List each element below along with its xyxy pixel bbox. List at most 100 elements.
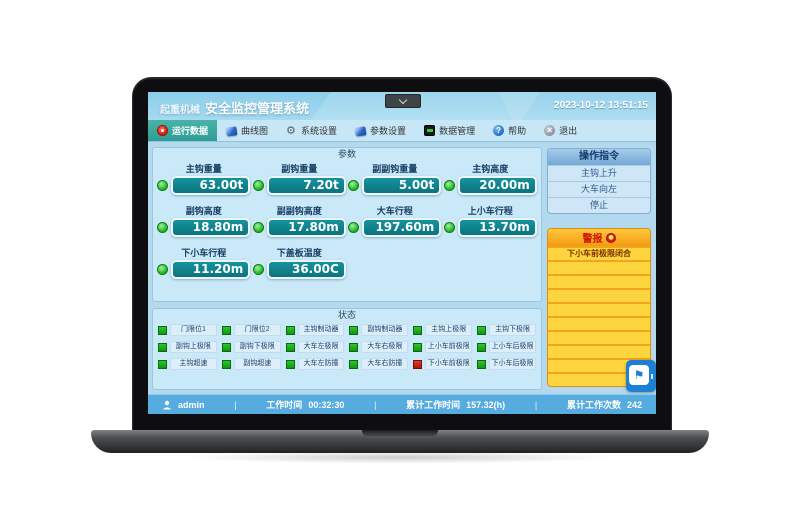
status-led-icon <box>221 325 231 335</box>
status-label: 主钩超速 <box>170 358 217 370</box>
status-item: 上小车前极限 <box>413 341 473 353</box>
alarm-panel-header: 警报 <box>548 229 650 246</box>
status-item: 下小车后极限 <box>477 358 536 370</box>
status-led-icon <box>157 180 169 191</box>
parameter-value: 36.00C <box>266 260 346 279</box>
separator: | <box>534 399 538 410</box>
parameter-cell: 下小车行程 11.20m <box>156 247 252 279</box>
menu-item-icon <box>225 126 238 137</box>
parameter-value-row: 20.00m <box>443 176 537 195</box>
menu-item[interactable]: 退出 <box>535 120 586 141</box>
menu-item-icon <box>493 125 505 136</box>
parameters-title: 参数 <box>337 149 356 159</box>
parameter-cell: 副副钩重量 5.00t <box>347 163 443 195</box>
collapse-button[interactable] <box>385 94 421 108</box>
status-panel: 状态 门限位1 门限位2 <box>152 308 542 390</box>
menu-item[interactable]: 系统设置 <box>277 120 346 141</box>
status-led-icon <box>158 342 167 352</box>
parameter-value-row: 13.70m <box>443 218 537 237</box>
parameter-value-row: 36.00C <box>252 260 346 279</box>
status-label: 上小车后极限 <box>489 341 536 353</box>
parameter-value-row: 63.00t <box>157 176 251 195</box>
status-led-icon <box>348 222 360 233</box>
status-item: 主钩下极限 <box>477 324 536 336</box>
parameter-label: 副钩重量 <box>281 164 318 174</box>
alarm-row <box>548 358 650 372</box>
menu-item-label: 运行数据 <box>172 126 209 136</box>
status-item: 下小车前极限 <box>413 358 473 370</box>
page-title: 安全监控管理系统 <box>205 101 310 116</box>
parameter-label: 下盖板温度 <box>276 248 322 258</box>
total-work-time-label: 累计工作时间 <box>406 400 461 410</box>
status-item: 副钩上极限 <box>158 341 217 353</box>
laptop-bezel: 起重机械 安全监控管理系统 2023-10-12 13:51:15 运行数据 曲线… <box>133 78 671 430</box>
app-logo: 起重机械 <box>160 105 200 116</box>
menu-item-label: 退出 <box>559 126 578 136</box>
status-item: 大车右极限 <box>349 341 409 353</box>
chat-widget[interactable] <box>626 360 656 392</box>
alarm-row <box>548 372 650 386</box>
parameter-value: 18.80m <box>171 218 251 237</box>
total-work-count-value: 242 <box>626 399 642 410</box>
parameter-label: 上小车行程 <box>467 206 513 216</box>
alarm-row <box>548 302 650 316</box>
menu-item[interactable]: 参数设置 <box>346 120 415 141</box>
parameter-value: 11.20m <box>171 260 251 279</box>
menu-item-icon <box>286 125 297 136</box>
status-item: 副钩下极限 <box>221 341 281 353</box>
status-led-icon <box>349 359 359 369</box>
parameter-cell: 主钩重量 63.00t <box>156 163 252 195</box>
command-panel: 操作指令 主钩上升 大车向左 停止 <box>547 148 651 214</box>
menu-item[interactable]: 数据管理 <box>415 120 484 141</box>
alarm-row <box>548 260 650 274</box>
flag-icon <box>629 365 649 385</box>
alarm-row <box>548 274 650 288</box>
parameter-label: 主钩重量 <box>185 164 222 174</box>
status-item: 主钩上极限 <box>413 324 473 336</box>
parameter-label: 副副钩高度 <box>276 206 322 216</box>
alarm-row <box>548 288 650 302</box>
parameter-label: 下小车行程 <box>181 248 227 258</box>
parameter-value: 20.00m <box>457 176 537 195</box>
menu-item-label: 系统设置 <box>301 126 338 136</box>
parameters-panel: 参数 主钩重量 63.00t 副钩重量 <box>152 147 542 302</box>
laptop-base <box>91 430 709 453</box>
status-label: 主钩上极限 <box>425 324 473 336</box>
alarm-title: 警报 <box>582 234 603 245</box>
work-time-value: 00:32:30 <box>308 399 345 410</box>
status-title: 状态 <box>337 310 356 320</box>
user-info: admin <box>162 400 205 410</box>
menu-item-label: 数据管理 <box>439 126 476 136</box>
status-led-icon <box>349 342 359 352</box>
parameter-value-row: 18.80m <box>157 218 251 237</box>
status-led-icon <box>477 359 487 369</box>
work-time: 工作时间 00:32:30 <box>266 398 344 411</box>
status-led-icon <box>349 325 359 335</box>
status-label: 副钩制动器 <box>361 324 409 336</box>
parameter-label: 副钩高度 <box>185 206 222 216</box>
menu-item[interactable]: 帮助 <box>484 120 535 141</box>
menu-item[interactable]: 曲线图 <box>217 120 277 141</box>
parameter-value: 13.70m <box>457 218 537 237</box>
status-label: 门限位2 <box>233 324 281 336</box>
status-label: 大车左极限 <box>297 341 345 353</box>
status-led-icon <box>252 264 264 275</box>
command-row: 大车向左 <box>548 181 650 197</box>
chevron-down-icon <box>398 95 408 105</box>
status-label: 副钩下极限 <box>233 341 281 353</box>
screen: 起重机械 安全监控管理系统 2023-10-12 13:51:15 运行数据 曲线… <box>148 92 656 414</box>
status-label: 下小车前极限 <box>425 358 473 370</box>
status-led-icon <box>157 222 169 233</box>
parameters-grid: 主钩重量 63.00t 副钩重量 7.20t <box>153 161 541 279</box>
menu-item-icon <box>424 125 436 136</box>
alarm-row: 下小车前极限闭合 <box>548 246 650 260</box>
menu-item-label: 帮助 <box>508 126 527 136</box>
menu-item-label: 曲线图 <box>241 126 269 136</box>
parameter-cell: 上小车行程 13.70m <box>443 205 539 237</box>
status-label: 副钩上极限 <box>170 341 217 353</box>
status-label: 上小车前极限 <box>425 341 473 353</box>
menu-item[interactable]: 运行数据 <box>148 120 218 141</box>
app-title: 起重机械 安全监控管理系统 <box>160 98 309 117</box>
status-item: 门限位1 <box>158 324 217 336</box>
parameter-cell: 副钩高度 18.80m <box>156 205 252 237</box>
